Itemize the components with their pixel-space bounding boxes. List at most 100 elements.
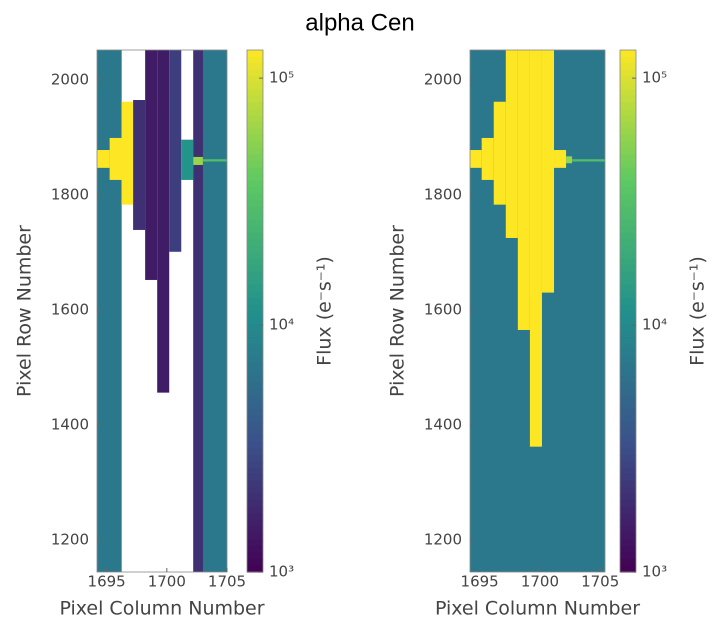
colorbar-segment: [620, 409, 636, 416]
colorbar-segment: [247, 109, 263, 116]
colorbar-segment: [620, 278, 636, 285]
colorbar-segment: [247, 546, 263, 553]
y-tick-label: 1600: [424, 300, 462, 318]
colorbar-segment: [620, 331, 636, 338]
colorbar-segment: [247, 455, 263, 462]
colorbar-segment: [620, 70, 636, 77]
colorbar-segment: [247, 363, 263, 370]
colorbar-segment: [620, 76, 636, 83]
colorbar-segment: [247, 141, 263, 148]
heatmap-cell: [482, 138, 494, 180]
colorbar-segment: [620, 318, 636, 325]
colorbar-segment: [247, 148, 263, 155]
heatmap-cell: [145, 50, 157, 280]
colorbar-segment: [247, 220, 263, 227]
colorbar-segment: [247, 389, 263, 396]
colorbar-segment: [247, 213, 263, 220]
heatmap-cell: [518, 50, 530, 330]
colorbar-segment: [620, 396, 636, 403]
colorbar-segment: [247, 115, 263, 122]
colorbar-segment: [620, 520, 636, 527]
colorbar-segment: [620, 389, 636, 396]
colorbar-segment: [620, 370, 636, 377]
heatmap-cell: [566, 156, 572, 163]
y-tick-label: 1600: [51, 300, 89, 318]
colorbar-segment: [247, 252, 263, 259]
colorbar-segment: [620, 526, 636, 533]
colorbar-segment: [247, 474, 263, 481]
colorbar-segment: [620, 539, 636, 546]
x-tick-label: 1705: [581, 573, 619, 591]
colorbar-segment: [620, 63, 636, 70]
heatmap-cell: [181, 140, 193, 180]
colorbar-segment: [247, 350, 263, 357]
colorbar-segment: [247, 226, 263, 233]
colorbar-segment: [620, 207, 636, 214]
colorbar-segment: [620, 89, 636, 96]
colorbar-segment: [247, 481, 263, 488]
colorbar-segment: [247, 298, 263, 305]
colorbar-tick-label: 10⁵: [642, 69, 667, 87]
colorbar-segment: [620, 167, 636, 174]
colorbar-segment: [620, 154, 636, 161]
colorbar-segment: [620, 383, 636, 390]
colorbar-segment: [620, 311, 636, 318]
colorbar-segment: [620, 363, 636, 370]
colorbar-segment: [247, 181, 263, 188]
colorbar-segment: [247, 57, 263, 64]
colorbar-segment: [620, 194, 636, 201]
colorbar-segment: [247, 154, 263, 161]
colorbar-segment: [620, 461, 636, 468]
colorbar-segment: [620, 442, 636, 449]
colorbar-segment: [247, 422, 263, 429]
colorbar-tick-label: 10⁴: [269, 316, 294, 334]
colorbar-segment: [247, 500, 263, 507]
colorbar-segment: [620, 422, 636, 429]
colorbar-segment: [247, 291, 263, 298]
heatmap-cell: [97, 150, 110, 168]
colorbar-segment: [247, 70, 263, 77]
heatmap-cell: [110, 138, 122, 180]
colorbar-segment: [620, 135, 636, 142]
heatmap-cell: [203, 159, 227, 161]
heatmap-cell: [506, 50, 518, 238]
colorbar-segment: [620, 337, 636, 344]
colorbar-tick-label: 10⁵: [269, 69, 294, 87]
colorbar-segment: [247, 200, 263, 207]
colorbar-segment: [620, 435, 636, 442]
colorbar-segment: [247, 396, 263, 403]
colorbar-segment: [620, 481, 636, 488]
y-tick-label: 2000: [51, 70, 89, 88]
colorbar-segment: [620, 181, 636, 188]
colorbar-segment: [620, 468, 636, 475]
colorbar-segment: [620, 174, 636, 181]
colorbar-segment: [620, 285, 636, 292]
colorbar-segment: [620, 220, 636, 227]
colorbar-segment: [247, 507, 263, 514]
colorbar-segment: [620, 448, 636, 455]
colorbar-segment: [620, 500, 636, 507]
colorbar-segment: [247, 174, 263, 181]
colorbar-segment: [620, 291, 636, 298]
y-axis-label: Pixel Row Number: [14, 225, 36, 397]
colorbar-segment: [247, 194, 263, 201]
colorbar-segment: [620, 57, 636, 64]
colorbar-segment: [620, 304, 636, 311]
colorbar-segment: [620, 272, 636, 279]
colorbar-segment: [620, 109, 636, 116]
colorbar-segment: [247, 265, 263, 272]
heatmap-cell: [157, 50, 169, 393]
colorbar-segment: [620, 239, 636, 246]
colorbar-segment: [620, 83, 636, 90]
colorbar-tick-label: 10³: [269, 563, 294, 581]
colorbar-segment: [620, 298, 636, 305]
x-tick-label: 1705: [208, 573, 246, 591]
colorbar-segment: [620, 533, 636, 540]
colorbar-segment: [620, 102, 636, 109]
colorbar-segment: [247, 428, 263, 435]
y-tick-label: 1800: [424, 185, 462, 203]
colorbar-segment: [247, 448, 263, 455]
colorbar-segment: [620, 122, 636, 129]
colorbar-segment: [247, 337, 263, 344]
colorbar-segment: [247, 487, 263, 494]
